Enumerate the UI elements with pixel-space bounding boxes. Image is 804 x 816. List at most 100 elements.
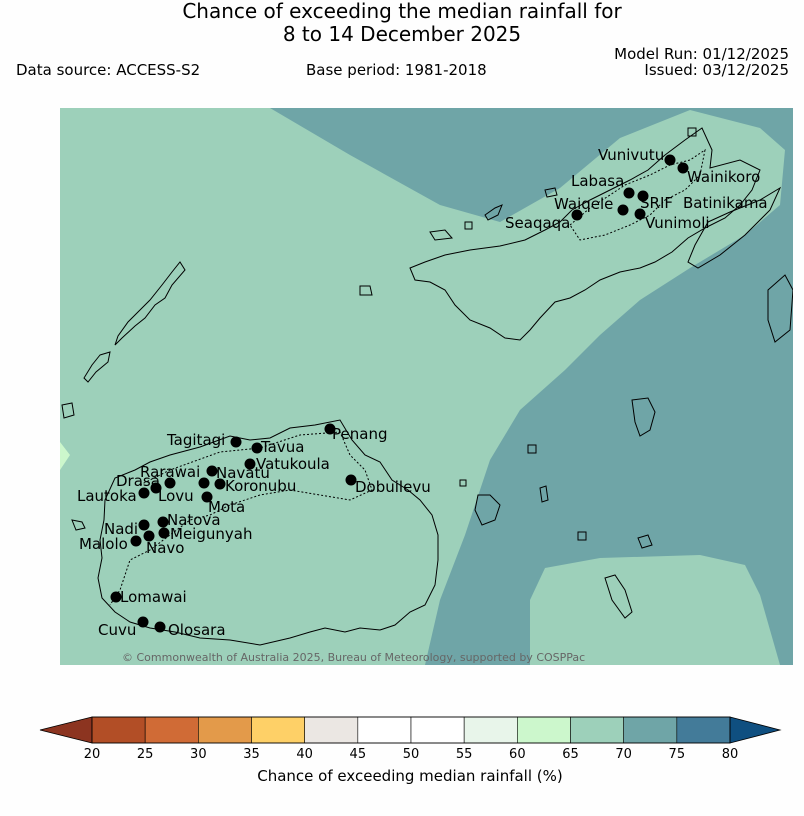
lau-islet-1 (631, 397, 656, 437)
station-label: Penang (332, 425, 387, 443)
colorbar-bin (623, 716, 678, 744)
station-marker-tagitagi (230, 436, 242, 448)
lau-islet-2 (604, 574, 633, 619)
station-marker-vunimoli (634, 208, 646, 220)
station-marker-meigunyah (158, 527, 170, 539)
colorbar-bin (304, 716, 359, 744)
station-marker-nadi (138, 519, 150, 531)
colorbar-tick-label: 40 (296, 747, 313, 762)
north-islet-3 (544, 187, 558, 198)
lau-islet-4 (539, 485, 549, 503)
colorbar-tick-label: 20 (84, 747, 101, 762)
station-marker-rarawai (206, 465, 218, 477)
zone-65-70-southeast (530, 555, 780, 665)
station-label: Batinikama (683, 194, 768, 212)
colorbar-tick-label: 50 (403, 747, 420, 762)
station-label: SRIF (640, 194, 673, 212)
colorbar-tick-label: 25 (137, 747, 154, 762)
yasawa-islet-1 (83, 351, 111, 383)
station-labels: Vunivutu Wainikoro Labasa Waiqele SRIF B… (77, 146, 768, 639)
station-marker-lovu (164, 477, 176, 489)
colorbar-bin (517, 716, 571, 744)
taveuni-coast (687, 186, 782, 269)
station-label: Malolo (79, 535, 128, 553)
data-source-label: Data source: ACCESS-S2 (16, 61, 201, 79)
station-markers (110, 154, 689, 633)
station-label: Cuvu (98, 621, 136, 639)
colorbar-bin (251, 716, 305, 744)
colorbar: 20 25 30 35 40 45 50 55 60 65 70 75 80 Chance of exc… (39, 716, 782, 785)
kadavu-coast (474, 494, 501, 526)
station-marker-cuvu (137, 616, 149, 628)
station-label: Rarawai (140, 463, 200, 481)
mamanuca-islet (71, 519, 86, 531)
station-label: Navo (146, 539, 184, 557)
colorbar-bin (410, 716, 465, 744)
station-marker-penang (324, 423, 336, 435)
station-label: Natova (167, 511, 221, 529)
station-label: Mota (208, 498, 245, 516)
station-marker-koronubu (214, 478, 226, 490)
colorbar-over-arrow (729, 716, 782, 744)
station-label: Lomawai (120, 588, 187, 606)
north-islet-1 (429, 229, 454, 241)
colorbar-tick-label: 80 (722, 747, 739, 762)
colorbar-tick-label: 70 (615, 747, 632, 762)
viti-levu-inner-boundary (109, 431, 373, 606)
zone-65-70 (60, 108, 785, 665)
station-label: Nadi (104, 520, 138, 538)
station-marker-mota (201, 491, 213, 503)
colorbar-bin (144, 716, 199, 744)
issued-label: Issued: 03/12/2025 (644, 61, 789, 79)
model-run-label: Model Run: 01/12/2025 (614, 45, 789, 63)
colorbar-tick-label: 75 (669, 747, 686, 762)
station-marker-srif (637, 190, 649, 202)
colorbar-bin (91, 716, 146, 744)
colorbar-tick-label: 35 (243, 747, 260, 762)
station-marker-vunivutu (664, 154, 676, 166)
copyright-credit: © Commonwealth of Australia 2025, Bureau… (122, 651, 585, 664)
station-label: Seaqaqa (505, 214, 570, 232)
station-label: Olosara (168, 621, 226, 639)
station-marker-dobuilevu (345, 474, 357, 486)
colorbar-bin (198, 716, 252, 744)
station-label: Vatukoula (256, 455, 330, 473)
station-marker-natova (157, 516, 169, 528)
colorbar-tick-label: 30 (190, 747, 207, 762)
station-marker-vatukoula (244, 458, 256, 470)
station-marker-waiqele (617, 204, 629, 216)
station-marker-drasa (150, 482, 162, 494)
station-label: Labasa (571, 172, 624, 190)
station-label: Dobuilevu (355, 478, 431, 496)
colorbar-bin (357, 716, 412, 744)
station-marker-malolo (130, 535, 142, 547)
colorbar-tick-label: 65 (562, 747, 579, 762)
colorbar-bin (676, 716, 731, 744)
station-label: Lautoka (77, 487, 137, 505)
yasawa-islands (114, 261, 186, 346)
colorbar-bin (463, 716, 518, 744)
lau-islet-7 (577, 531, 587, 541)
station-label: Vunimoli (645, 214, 710, 232)
lau-islet-5 (527, 444, 537, 454)
station-marker-wainikoro (677, 162, 689, 174)
lau-islet-3 (767, 274, 793, 343)
station-label: Tavua (260, 438, 304, 456)
station-label: Navatu (216, 464, 270, 482)
station-marker-navatu (198, 477, 210, 489)
station-marker-navo (143, 530, 155, 542)
colorbar-tick-label: 60 (509, 747, 526, 762)
west-islet (61, 402, 75, 419)
station-label: Waiqele (554, 195, 613, 213)
station-marker-lautoka (138, 487, 150, 499)
station-label: Drasa (116, 472, 160, 490)
station-marker-labasa (623, 187, 635, 199)
map-title-line1: Chance of exceeding the median rainfall … (182, 0, 622, 23)
station-label: Tagitagi (166, 431, 225, 449)
station-label: Vunivutu (598, 146, 664, 164)
station-marker-seaqaqa (571, 209, 583, 221)
coastlines (61, 127, 793, 646)
colorbar-tick-label: 45 (350, 747, 367, 762)
colorbar-label: Chance of exceeding median rainfall (%) (257, 767, 562, 785)
colorbar-frame (91, 716, 731, 744)
